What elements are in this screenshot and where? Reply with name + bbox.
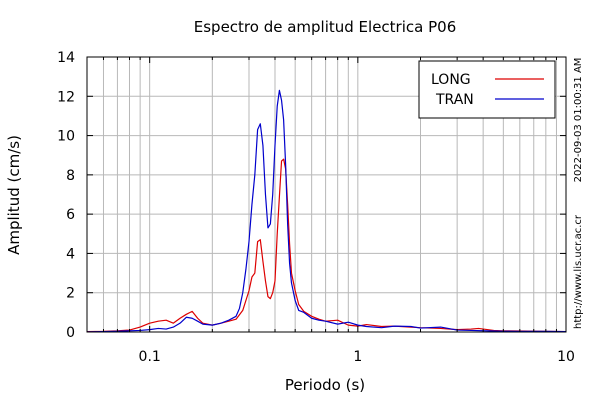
series-line-long <box>86 158 567 333</box>
legend: LONG TRAN <box>418 60 556 119</box>
y-tick-label: 14 <box>57 50 75 66</box>
y-tick-label: 10 <box>57 129 75 145</box>
chart-title: Espectro de amplitud Electrica P06 <box>194 18 457 36</box>
legend-label-long: LONG <box>431 72 471 88</box>
y-tick-label: 6 <box>66 207 75 223</box>
x-tick-label: 0.1 <box>139 349 161 365</box>
tick-marks <box>86 56 567 333</box>
y-tick-labels: 0 2 4 6 8 10 12 14 <box>57 50 75 341</box>
x-tick-labels: 0.1 1 10 <box>139 349 575 365</box>
x-tick-label: 10 <box>557 349 575 365</box>
x-tick-label: 1 <box>353 349 362 365</box>
y-tick-label: 12 <box>57 89 75 105</box>
y-tick-label: 0 <box>66 325 75 341</box>
y-tick-label: 8 <box>66 168 75 184</box>
y-tick-label: 4 <box>66 246 75 262</box>
legend-label-tran: TRAN <box>435 92 474 108</box>
y-tick-label: 2 <box>66 286 75 302</box>
series-line-tran <box>86 89 567 333</box>
series-lines <box>86 89 567 333</box>
timestamp-text: 2022-09-03 01:00:31 AM <box>573 58 584 183</box>
source-url-text: http://www.lis.ucr.ac.cr <box>573 214 584 329</box>
y-axis-label: Amplitud (cm/s) <box>5 135 23 255</box>
legend-box <box>418 60 556 119</box>
plot-frame <box>86 56 567 333</box>
x-axis-label: Periodo (s) <box>285 376 365 394</box>
